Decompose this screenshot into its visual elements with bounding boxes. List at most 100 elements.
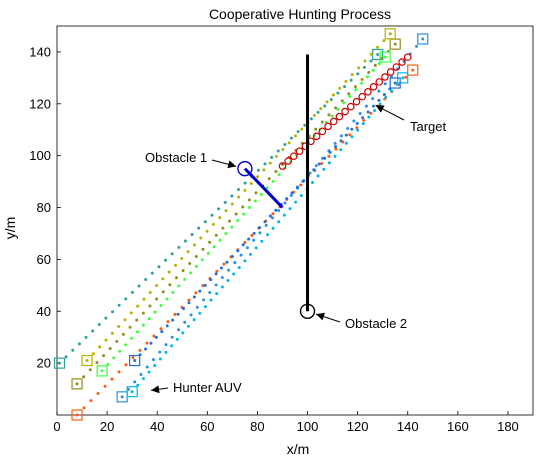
trajectory-point	[102, 354, 106, 358]
trajectory-point	[356, 128, 360, 132]
trajectory-point	[210, 213, 214, 217]
trajectory-point	[361, 122, 365, 126]
trajectory-point	[336, 107, 340, 111]
trajectory-point	[346, 126, 350, 130]
trajectory-point	[344, 133, 348, 137]
trajectory-point	[367, 115, 371, 119]
trajectory-point	[230, 225, 234, 229]
trajectory-point	[192, 295, 196, 299]
trajectory-point	[276, 149, 280, 153]
hunter-trajectories	[53, 28, 429, 421]
trajectory-point	[64, 355, 68, 359]
trajectory-point	[82, 406, 86, 410]
trajectory-point	[215, 292, 219, 296]
trajectory-point	[203, 283, 207, 287]
trajectory-point	[340, 99, 344, 103]
trajectory-point	[265, 233, 269, 237]
trajectory-point	[187, 324, 191, 328]
trajectory-point	[362, 118, 366, 122]
trajectory-point	[158, 357, 162, 361]
trajectory-point	[303, 123, 307, 127]
trajectory-point	[171, 290, 175, 294]
trajectory-point	[239, 253, 243, 257]
trajectory-point	[194, 291, 198, 295]
trajectory-point	[277, 173, 281, 177]
trajectory-point	[171, 318, 175, 322]
trajectory-point	[137, 284, 141, 288]
trajectory-point	[376, 53, 380, 57]
trajectory-point	[369, 111, 373, 115]
trajectory-point	[380, 56, 384, 60]
target-point	[324, 122, 332, 131]
trajectory-point	[201, 284, 205, 288]
trajectory-point	[153, 364, 157, 368]
trajectory-point	[211, 222, 215, 226]
plot-area	[56, 25, 534, 416]
trajectory-point	[283, 201, 287, 205]
trajectory-point	[267, 177, 271, 181]
trajectory-point	[243, 259, 247, 263]
obstacle-wall	[243, 167, 284, 209]
trajectory-point	[271, 226, 275, 230]
trajectory-point	[296, 185, 300, 189]
trajectory-point	[354, 88, 358, 92]
trajectory-point	[287, 141, 291, 145]
trajectory-point	[174, 276, 178, 280]
trajectory-point	[259, 192, 263, 196]
trajectory-point	[263, 220, 267, 224]
trajectory-point	[377, 98, 381, 102]
trajectory-point	[203, 305, 207, 309]
annotation-arrowhead	[227, 160, 237, 169]
trajectory-point	[366, 110, 370, 114]
trajectory-point	[312, 113, 316, 117]
trajectory-point	[350, 135, 354, 139]
trajectory-point	[344, 141, 348, 145]
trajectory-point	[124, 343, 128, 347]
trajectory-point	[339, 134, 343, 138]
hunter-start-marker	[81, 354, 93, 367]
trajectory-point	[250, 233, 254, 237]
trajectory-point	[270, 155, 274, 159]
trajectory-point	[349, 78, 353, 82]
trajectory-point	[301, 179, 305, 183]
trajectory-point	[75, 413, 79, 417]
trajectory-point	[85, 359, 89, 363]
trajectory-point	[104, 338, 108, 342]
trajectory-point	[155, 284, 159, 288]
x-tick-label: 160	[447, 419, 469, 434]
trajectory-point	[243, 241, 247, 245]
y-axis-label: y/m	[2, 217, 18, 240]
trajectory-point	[164, 350, 168, 354]
x-axis: 0 20 40 60 80 100 120 140 160 180	[53, 411, 519, 434]
trajectory-point	[348, 94, 352, 98]
trajectory-point	[145, 341, 149, 345]
trajectory-point	[275, 154, 279, 158]
hunter-start-marker	[53, 357, 66, 369]
trajectory-point	[382, 93, 386, 97]
hunter-end-marker	[417, 33, 429, 45]
target-point	[341, 107, 349, 116]
trajectory-point	[138, 348, 142, 352]
trajectory-point	[378, 102, 382, 106]
trajectory-point	[355, 122, 359, 126]
hunter-start-marker	[71, 378, 83, 390]
trajectory-point	[149, 341, 153, 345]
trajectory-point	[135, 318, 139, 322]
trajectory-point	[183, 277, 187, 281]
trajectory-point	[254, 246, 258, 250]
trajectory-point	[157, 265, 161, 269]
trajectory-point	[136, 383, 140, 387]
trajectory-point	[236, 219, 240, 223]
trajectory-point	[77, 342, 81, 346]
trajectory-point	[373, 63, 377, 67]
trajectory-point	[129, 311, 133, 315]
trajectory-point	[339, 139, 343, 143]
trajectory-point	[404, 75, 408, 79]
trajectory-point	[221, 226, 225, 230]
trajectory-point	[227, 268, 231, 272]
trajectory-point	[388, 32, 392, 36]
trajectory-point	[89, 399, 93, 403]
trajectory-point	[330, 114, 334, 118]
trajectory-point	[393, 81, 397, 85]
